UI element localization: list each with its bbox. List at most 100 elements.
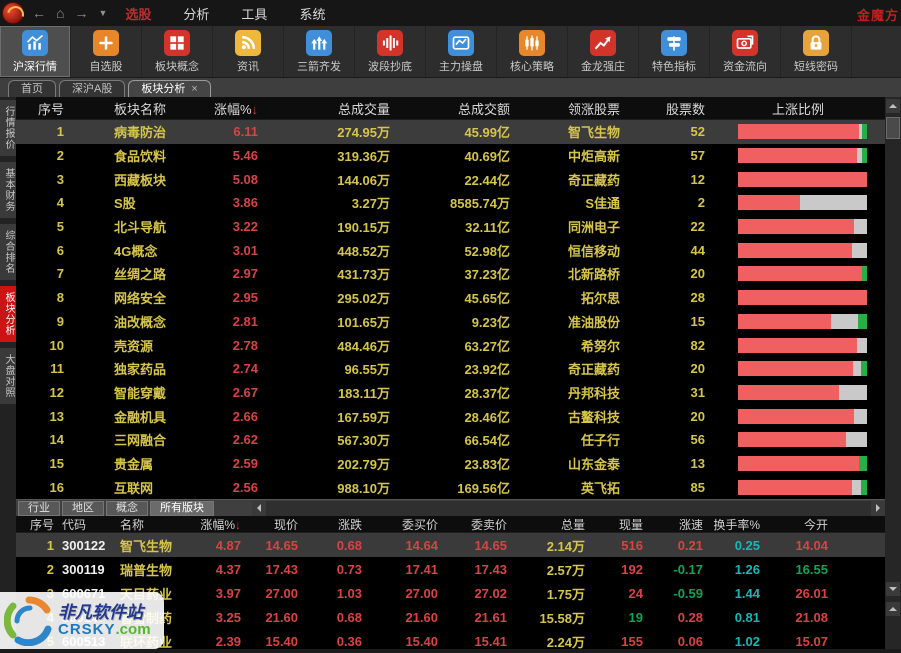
- rise-ratio-bar: [738, 479, 867, 495]
- table-row[interactable]: 9 油改概念 2.81 101.65万 9.23亿 准油股份 15: [16, 310, 885, 334]
- scrollbar-thumb[interactable]: [886, 117, 900, 139]
- brand-label: 金魔方: [856, 8, 899, 23]
- table-row[interactable]: 2 食品饮料 5.46 319.36万 40.69亿 中炬高新 57: [16, 144, 885, 168]
- col-code[interactable]: 代码: [62, 517, 87, 532]
- rss-icon: [235, 29, 261, 56]
- lock-icon: [803, 29, 829, 56]
- menubar: ← ⌂ → ▼ 选股 分析 工具 系统 金魔方: [0, 0, 901, 26]
- menu-analysis[interactable]: 分析: [183, 6, 210, 22]
- tool-special-indicators[interactable]: 特色指标: [639, 26, 710, 77]
- sidebar-item-financials[interactable]: 基本财务: [0, 162, 16, 218]
- tab-home[interactable]: 首页: [8, 80, 56, 97]
- tool-core-strategy[interactable]: 核心策略: [497, 26, 568, 77]
- tool-hs-quotes[interactable]: 沪深行情: [0, 26, 71, 77]
- table-row[interactable]: 11 独家药品 2.74 96.55万 23.92亿 奇正藏药 20: [16, 357, 885, 381]
- tool-short-term-code[interactable]: 短线密码: [781, 26, 852, 77]
- table-row[interactable]: 10 壳资源 2.78 484.46万 63.27亿 希努尔 82: [16, 333, 885, 357]
- table-row[interactable]: 16 互联网 2.56 988.10万 169.56亿 英飞拓 85: [16, 475, 885, 499]
- col-total-volume[interactable]: 总成交量: [337, 101, 390, 117]
- col-rise-ratio[interactable]: 上涨比例: [771, 101, 824, 117]
- col-ask[interactable]: 委卖价: [470, 517, 507, 532]
- tool-sector-concept[interactable]: 板块概念: [142, 26, 213, 77]
- scroll-up-icon[interactable]: [886, 602, 900, 616]
- col-block-name[interactable]: 板块名称: [114, 101, 167, 117]
- scroll-left-icon[interactable]: [252, 500, 266, 516]
- rise-ratio-bar: [738, 171, 867, 187]
- tool-news[interactable]: 资讯: [213, 26, 284, 77]
- table-row[interactable]: 6 4G概念 3.01 448.52万 52.98亿 恒信移动 44: [16, 238, 885, 262]
- sort-down-icon: ↓: [235, 517, 241, 532]
- tab-sh-sz-a[interactable]: 深沪A股: [59, 80, 126, 97]
- rise-ratio-bar: [738, 242, 867, 258]
- sidebar-item-ranking[interactable]: 综合排名: [0, 224, 16, 280]
- nav-back-icon[interactable]: ←: [32, 5, 46, 21]
- tab-sector-analysis[interactable]: 板块分析 ×: [128, 80, 211, 97]
- table-row[interactable]: 14 三网融合 2.62 567.30万 66.54亿 任子行 56: [16, 428, 885, 452]
- banknote-icon: [732, 29, 758, 56]
- tool-three-arrows[interactable]: 三箭齐发: [284, 26, 355, 77]
- col-change[interactable]: 涨跌: [337, 517, 362, 532]
- table-row[interactable]: 12 智能穿戴 2.67 183.11万 28.37亿 丹邦科技 31: [16, 381, 885, 405]
- table-row[interactable]: 4 S股 3.86 3.27万 8585.74万 S佳通 2: [16, 191, 885, 215]
- col-price[interactable]: 现价: [273, 517, 298, 532]
- nav-forward-icon[interactable]: →: [74, 5, 89, 21]
- nav-dropdown-icon[interactable]: ▼: [98, 8, 108, 18]
- arrows-up-icon: [306, 29, 332, 56]
- sidebar-item-sector-analysis[interactable]: 板块分析: [0, 286, 16, 342]
- col-change-pct[interactable]: 涨幅%↓: [200, 517, 241, 532]
- col-bid[interactable]: 委买价: [401, 517, 438, 532]
- scroll-up-icon[interactable]: [886, 99, 900, 113]
- table-row[interactable]: 2 300119 瑞普生物 4.37 17.43 0.73 17.41 17.4…: [46, 561, 828, 578]
- col-stock-count[interactable]: 股票数: [665, 101, 705, 117]
- table-row[interactable]: 3 西藏板块 5.08 144.06万 22.44亿 奇正藏药 12: [16, 167, 885, 191]
- chart-box-icon: [448, 29, 474, 56]
- bottom-tab-concept[interactable]: 概念: [106, 500, 148, 516]
- crsky-swirl-icon: [4, 595, 52, 646]
- tool-watchlist[interactable]: 自选股: [71, 26, 142, 77]
- col-speed[interactable]: 涨速: [678, 517, 703, 532]
- table-row[interactable]: 15 贵金属 2.59 202.79万 23.83亿 山东金泰 13: [16, 452, 885, 476]
- table-row[interactable]: 1 300122 智飞生物 4.87 14.65 0.68 14.64 14.6…: [16, 533, 885, 557]
- rise-ratio-bar: [738, 219, 867, 235]
- tool-golden-dragon[interactable]: 金龙强庄: [568, 26, 639, 77]
- app-logo-icon[interactable]: [2, 2, 24, 24]
- menu-system[interactable]: 系统: [299, 6, 326, 22]
- scroll-right-icon[interactable]: [871, 500, 885, 516]
- bottom-tab-industry[interactable]: 行业: [18, 500, 60, 516]
- tool-band-bottom[interactable]: 波段抄底: [355, 26, 426, 77]
- col-total-amount[interactable]: 总成交额: [457, 101, 510, 117]
- col-turnover[interactable]: 换手率%: [713, 517, 760, 532]
- tool-capital-flow[interactable]: 资金流向: [710, 26, 781, 77]
- rise-ratio-bar: [738, 195, 867, 211]
- col-current-volume[interactable]: 现量: [618, 517, 643, 532]
- scroll-down-icon[interactable]: [886, 582, 900, 596]
- menu-tools[interactable]: 工具: [241, 6, 268, 22]
- col-name[interactable]: 名称: [120, 517, 145, 532]
- close-icon[interactable]: ×: [191, 82, 198, 95]
- rise-ratio-bar: [738, 266, 867, 282]
- table-row[interactable]: 13 金融机具 2.66 167.59万 28.46亿 古鳌科技 20: [16, 404, 885, 428]
- col-seq[interactable]: 序号: [37, 101, 64, 117]
- col-seq[interactable]: 序号: [29, 517, 54, 532]
- nav-home-icon[interactable]: ⌂: [56, 5, 65, 21]
- bottom-tab-strip: 行业 地区 概念 所有版块: [16, 499, 885, 516]
- col-change-pct[interactable]: 涨幅%↓: [213, 101, 258, 117]
- table-row[interactable]: 5 北斗导航 3.22 190.15万 32.11亿 同洲电子 22: [16, 215, 885, 239]
- col-volume[interactable]: 总量: [560, 517, 585, 532]
- sidebar-item-quotes[interactable]: 行情报价: [0, 100, 16, 156]
- col-leading-stock[interactable]: 领涨股票: [567, 101, 620, 117]
- vertical-scrollbar[interactable]: [885, 97, 901, 649]
- tool-main-force[interactable]: 主力操盘: [426, 26, 497, 77]
- table-row[interactable]: 7 丝绸之路 2.97 431.73万 37.23亿 北新路桥 20: [16, 262, 885, 286]
- table-row[interactable]: 1 病毒防治 6.11 274.95万 45.99亿 智飞生物 52: [16, 120, 885, 144]
- menu-stock-picking[interactable]: 选股: [125, 6, 152, 22]
- rise-ratio-bar: [738, 408, 867, 424]
- bottom-tab-region[interactable]: 地区: [62, 500, 104, 516]
- table-row[interactable]: 8 网络安全 2.95 295.02万 45.65亿 拓尔思 28: [16, 286, 885, 310]
- horizontal-scrollbar[interactable]: [252, 500, 885, 516]
- col-open[interactable]: 今开: [803, 517, 828, 532]
- candlestick-icon: [519, 29, 545, 56]
- bottom-tab-all-blocks[interactable]: 所有版块: [150, 500, 214, 516]
- sidebar-item-market-compare[interactable]: 大盘对照: [0, 348, 16, 404]
- signpost-icon: [661, 29, 687, 56]
